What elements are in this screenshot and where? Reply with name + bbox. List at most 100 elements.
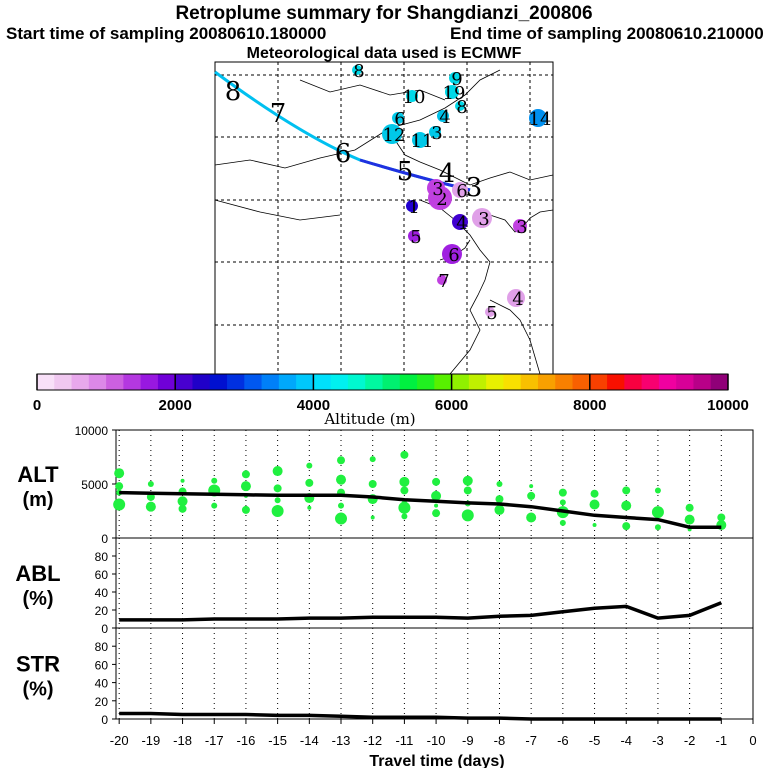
altitude-point <box>651 506 664 519</box>
x-tick-label: -3 <box>652 733 664 748</box>
colorbar-swatch <box>468 374 487 390</box>
altitude-point <box>526 512 537 523</box>
altitude-point <box>717 513 726 522</box>
altitude-point <box>527 491 536 500</box>
altitude-point <box>462 475 473 486</box>
altitude-point <box>622 486 631 495</box>
altitude-point <box>590 489 599 498</box>
plume-cluster-dot <box>427 179 445 197</box>
str-unit: (%) <box>22 679 53 701</box>
altitude-point <box>115 482 124 491</box>
colorbar-swatch <box>106 374 124 390</box>
plume-cluster-label: 8 <box>456 97 467 118</box>
colorbar-swatch <box>486 374 504 390</box>
colorbar-swatch <box>88 374 107 390</box>
y-tick-label: 40 <box>95 586 109 600</box>
altitude-point <box>463 486 472 495</box>
altitude-point <box>559 499 566 506</box>
y-tick-label: 0 <box>101 532 108 546</box>
plume-cluster-label: 4 <box>456 213 467 234</box>
time-series-panels: 1000050000ALT(m)806040200ABL(%)806040200… <box>15 424 756 748</box>
colorbar-swatch <box>347 374 366 390</box>
altitude-point <box>240 481 251 492</box>
plume-cluster-label: 8 <box>353 61 364 82</box>
altitude-point <box>273 484 282 493</box>
colorbar-swatch <box>537 374 556 390</box>
plume-cluster-label: 7 <box>438 271 449 292</box>
colorbar-tick-label: 0 <box>33 397 41 414</box>
altitude-point <box>368 480 377 488</box>
altitude-point <box>211 502 218 509</box>
altitude-point <box>370 515 375 520</box>
y-tick-label: 40 <box>95 677 109 691</box>
plume-cluster-label: 5 <box>410 227 421 248</box>
plume-cluster-label: 4 <box>439 107 450 128</box>
abl-label: ABL <box>15 561 60 586</box>
altitude-point <box>589 499 600 510</box>
str-series-line <box>119 711 722 721</box>
y-tick-label: 0 <box>101 713 108 727</box>
y-tick-label: 80 <box>95 640 109 654</box>
plume-cluster-label: 5 <box>486 303 497 324</box>
colorbar-label: Altitude (m) <box>323 410 415 428</box>
plume-cluster-dot <box>442 244 462 264</box>
colorbar-swatch <box>417 374 435 390</box>
altitude-point <box>147 481 154 487</box>
colorbar-swatch <box>520 374 539 390</box>
y-tick-label: 60 <box>95 568 109 582</box>
colorbar-swatch <box>175 374 193 390</box>
x-tick-label: -4 <box>620 733 632 748</box>
x-tick-label: -20 <box>110 733 129 748</box>
y-tick-label: 20 <box>95 695 109 709</box>
trajectory-day-label: 7 <box>270 99 287 129</box>
plume-cluster-dot <box>412 132 428 148</box>
colorbar-swatch <box>261 374 280 390</box>
colorbar-swatch <box>296 374 314 390</box>
altitude-point <box>271 505 284 517</box>
plume-cluster-dot <box>529 109 547 127</box>
colorbar-tick-label: 4000 <box>297 397 330 414</box>
plume-cluster-label: 4 <box>512 289 523 310</box>
altitude-point <box>180 478 185 483</box>
x-tick-label: 0 <box>749 733 756 748</box>
colorbar-swatch <box>209 374 228 390</box>
altitude-point <box>432 477 441 486</box>
altitude-point <box>461 509 474 522</box>
altitude-point <box>113 498 126 511</box>
str-panel: 80 60 40 20 0 STR(%) <box>16 627 754 727</box>
x-tick-label: -18 <box>173 733 192 748</box>
y-tick-label: 80 <box>95 550 109 564</box>
altitude-point <box>241 505 250 514</box>
colorbar-swatch <box>244 374 263 390</box>
x-tick-label: -14 <box>300 733 319 748</box>
trajectory-day-label: 4 <box>439 159 456 189</box>
met-data-label: Meteorological data used is ECMWF <box>246 45 522 62</box>
plume-cluster-dot <box>437 275 447 285</box>
colorbar-swatch <box>313 374 332 390</box>
altitude-point <box>272 466 283 477</box>
plume-cluster-label: 11 <box>411 131 434 152</box>
colorbar-swatch <box>434 374 453 390</box>
colorbar-swatch <box>451 374 470 390</box>
altitude-point <box>211 477 218 484</box>
altitude-point <box>622 522 631 531</box>
altitude-point <box>432 509 441 518</box>
x-tick-label: -11 <box>395 733 413 748</box>
altitude-point <box>145 501 156 512</box>
trajectory-day-label: 5 <box>397 157 414 187</box>
x-tick-label: -16 <box>237 733 256 748</box>
plume-cluster-dot <box>452 182 468 198</box>
altitude-point <box>241 470 250 479</box>
plume-cluster-label: 14 <box>529 109 552 130</box>
colorbar-swatch <box>503 374 522 390</box>
plume-cluster-dot <box>445 85 459 99</box>
x-tick-label: -5 <box>589 733 601 748</box>
alt-panel: 10000 5000 0 ALT(m) <box>17 424 754 546</box>
plume-cluster-dot <box>382 124 402 144</box>
altitude-point <box>177 496 188 507</box>
x-tick-label: -6 <box>557 733 569 748</box>
x-tick-label: -7 <box>525 733 537 748</box>
colorbar-swatch <box>710 374 729 390</box>
plume-cluster-dot <box>437 110 449 122</box>
